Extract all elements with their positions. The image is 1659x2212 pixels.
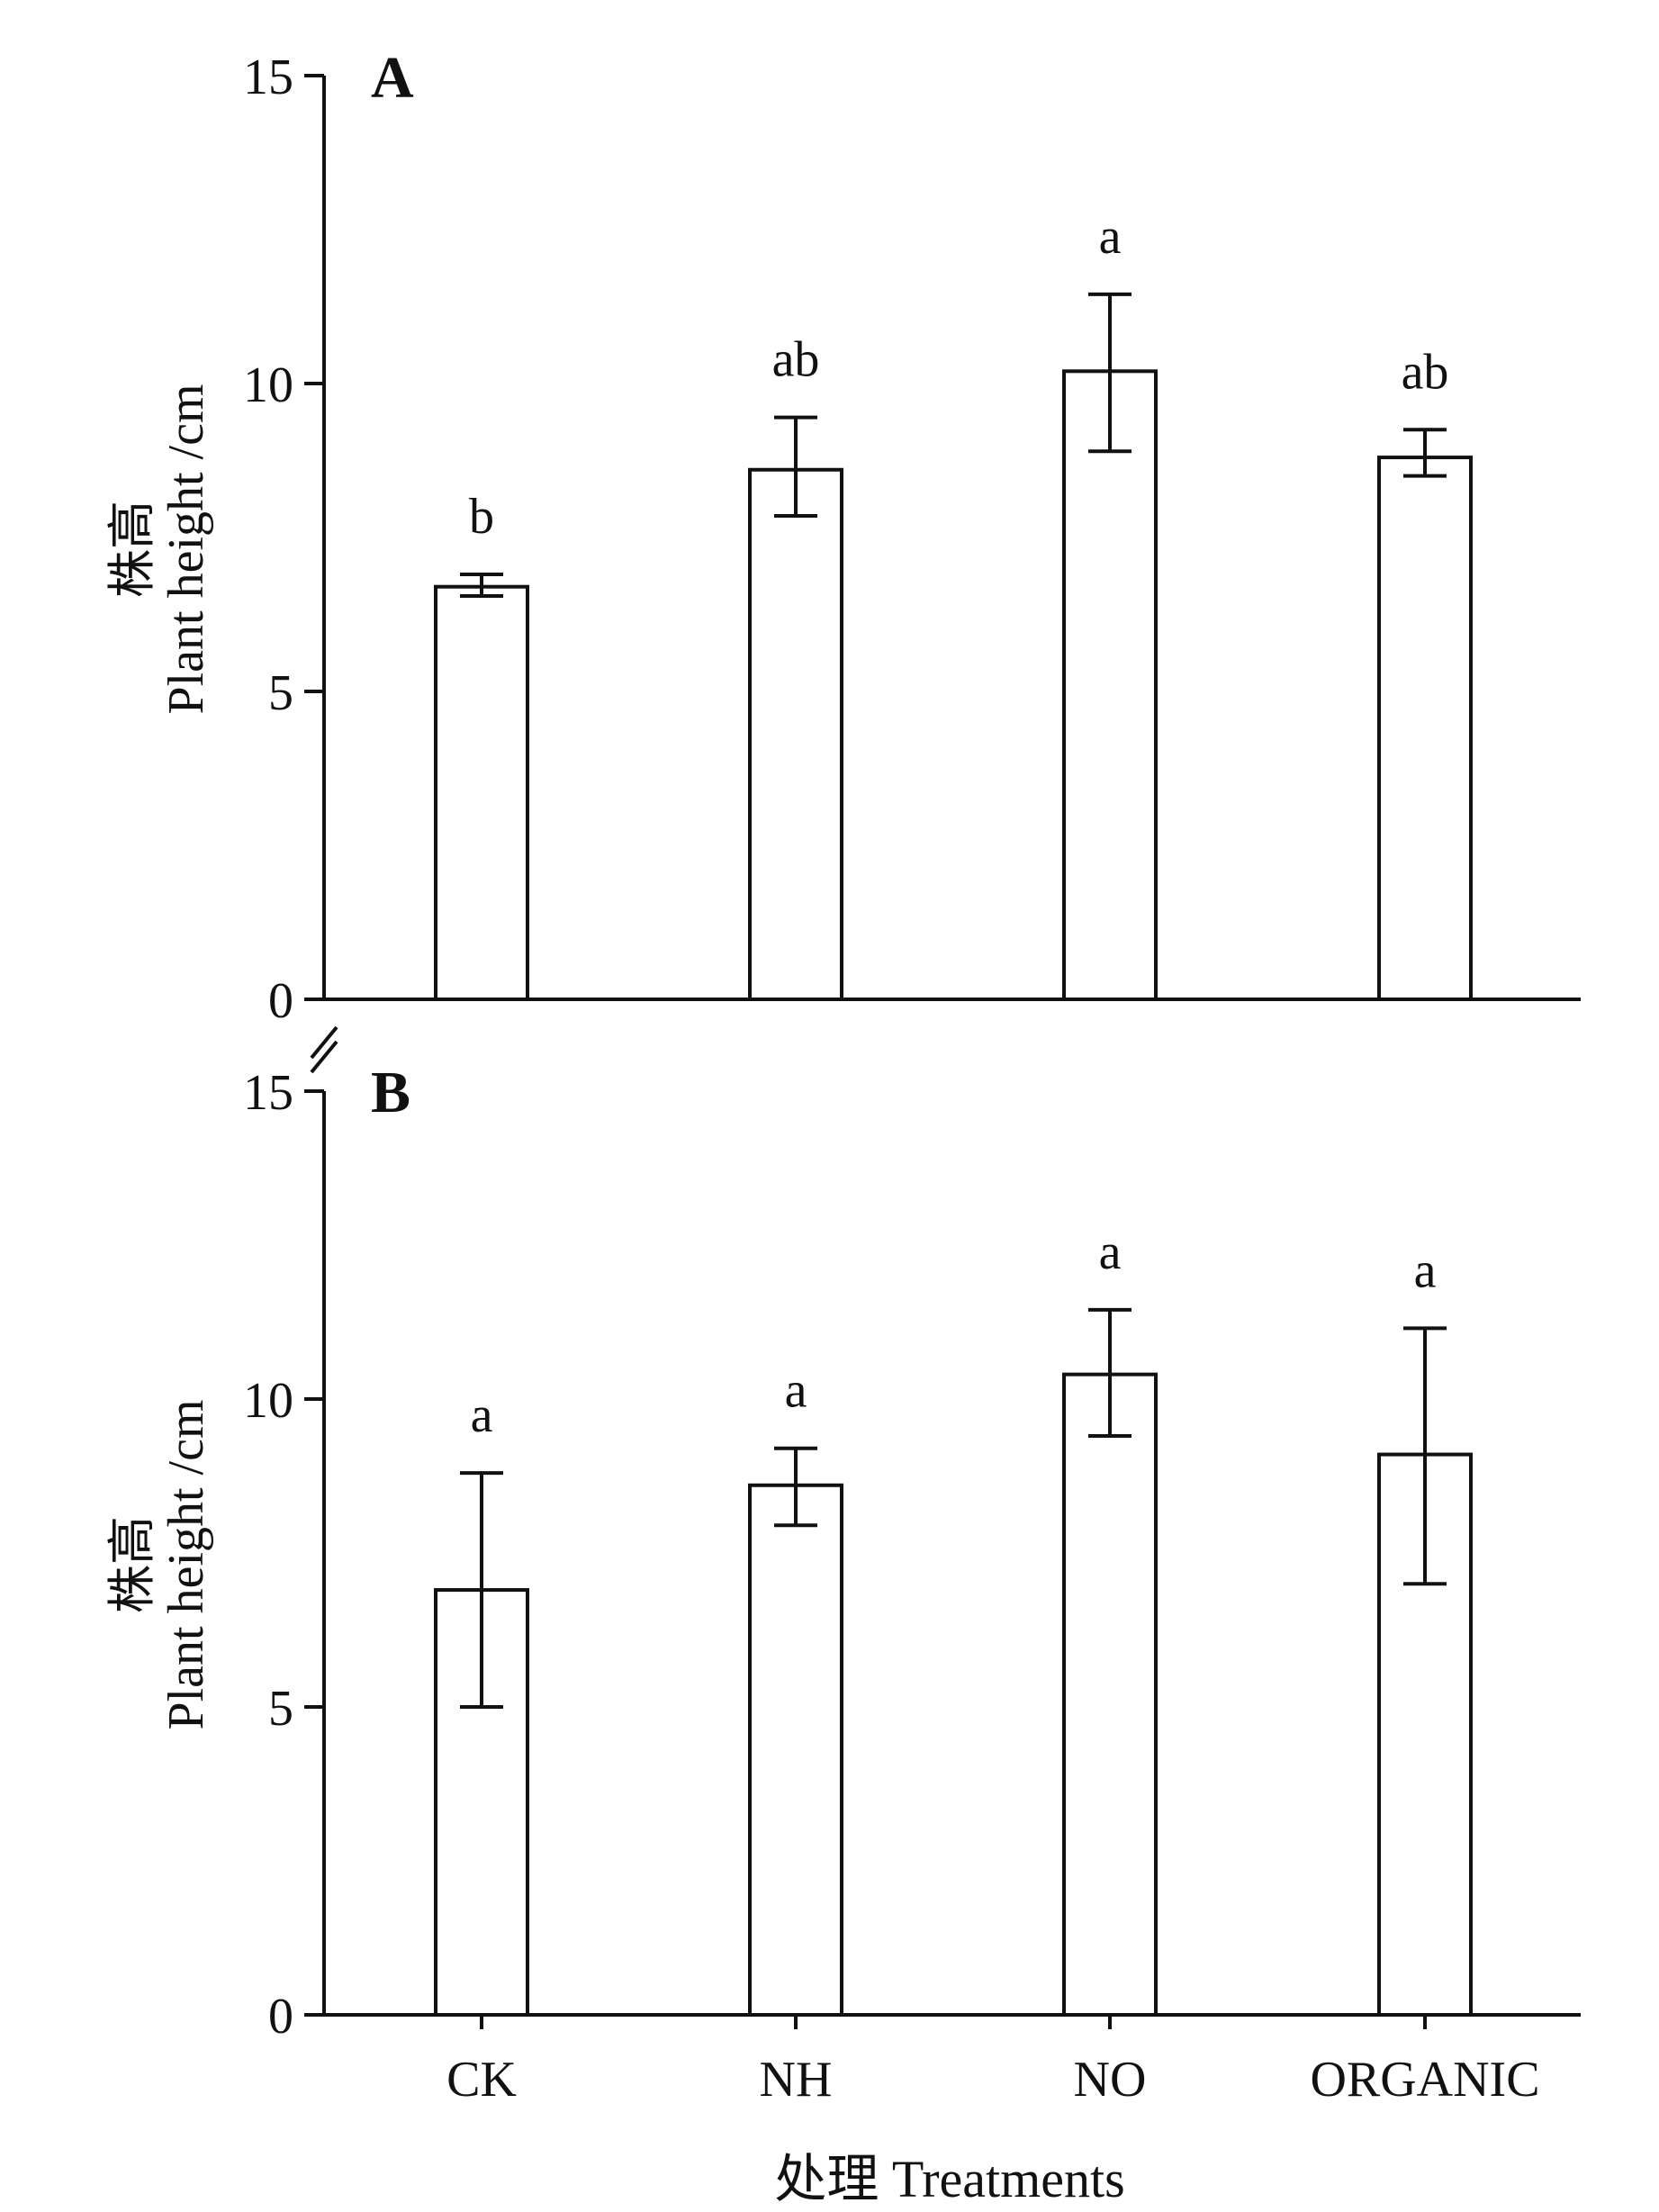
y-tick-label: 0 bbox=[268, 973, 293, 1029]
significance-letter: ab bbox=[1402, 344, 1449, 400]
axis-break-mark bbox=[310, 1025, 338, 1074]
significance-letter: a bbox=[785, 1363, 807, 1419]
panel-b: B Plant height /cm 株高 0 5 10 15 a a a a CK NH NO OR… bbox=[105, 1060, 1581, 2108]
significance-letter: a bbox=[1099, 209, 1122, 265]
x-tick-label: NH bbox=[760, 2052, 833, 2108]
y-axis-label-en: Plant height /cm bbox=[158, 1399, 214, 1729]
panel-b-y-axis-title: Plant height /cm 株高 bbox=[105, 1399, 214, 1729]
bar-organic bbox=[1377, 456, 1473, 1001]
y-axis-label-en: Plant height /cm bbox=[158, 384, 214, 714]
panel-b-label: B bbox=[371, 1060, 410, 1125]
panel-a-y-axis-title: Plant height /cm 株高 bbox=[105, 384, 214, 714]
x-axis-title: 处理 Treatments bbox=[774, 2150, 1124, 2208]
panel-a: A Plant height /cm 株高 0 5 10 15 b ab a ab bbox=[105, 45, 1581, 1029]
y-tick-label: 0 bbox=[268, 1989, 293, 2045]
panel-a-label: A bbox=[371, 45, 414, 111]
bar-ck bbox=[434, 584, 529, 1001]
y-tick-label: 10 bbox=[243, 357, 293, 413]
significance-letter: a bbox=[471, 1387, 493, 1443]
x-tick-label: ORGANIC bbox=[1310, 2052, 1539, 2108]
bar-nh bbox=[748, 1483, 843, 2017]
bar-nh bbox=[748, 467, 843, 1001]
y-tick-label: 5 bbox=[268, 665, 293, 721]
y-axis-label-cn: 株高 bbox=[105, 501, 159, 598]
significance-letter: ab bbox=[772, 332, 820, 388]
y-axis-label-cn: 株高 bbox=[105, 1516, 159, 1613]
y-tick-label: 10 bbox=[243, 1373, 293, 1429]
y-tick-label: 15 bbox=[243, 1065, 293, 1121]
x-tick-label: NO bbox=[1074, 2052, 1147, 2108]
bar-no bbox=[1062, 369, 1158, 1001]
x-tick-label: CK bbox=[446, 2052, 517, 2108]
significance-letter: a bbox=[1414, 1242, 1437, 1298]
significance-letter: a bbox=[1099, 1224, 1122, 1280]
y-tick-label: 15 bbox=[243, 50, 293, 105]
significance-letter: b bbox=[469, 489, 494, 545]
y-tick-label: 5 bbox=[268, 1681, 293, 1737]
bar-no bbox=[1062, 1372, 1158, 2017]
